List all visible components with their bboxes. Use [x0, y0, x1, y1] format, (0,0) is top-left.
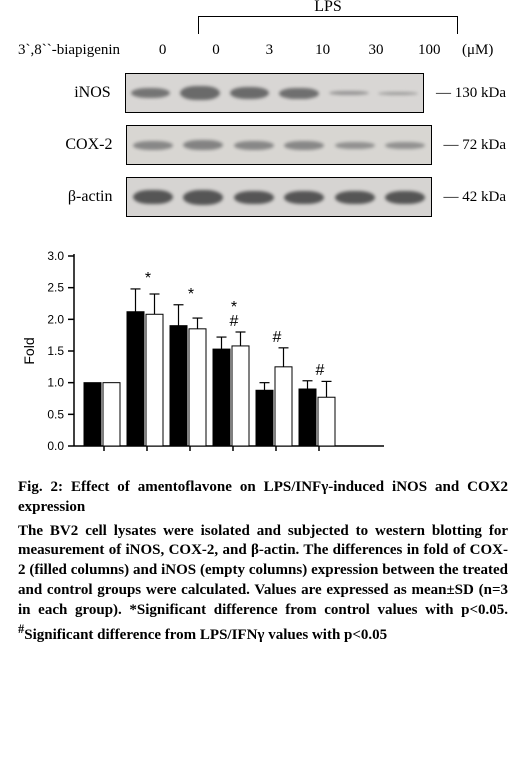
- svg-text:0.0: 0.0: [47, 439, 64, 453]
- blot-lane: [127, 126, 178, 164]
- svg-text:Fold: Fold: [21, 337, 37, 364]
- concentration-value: 3: [244, 42, 294, 59]
- blot-band: [335, 142, 375, 149]
- blot-label: iNOS: [18, 84, 125, 102]
- blot-band: [335, 191, 375, 204]
- blot-label: β-actin: [18, 188, 126, 206]
- blot-label: COX-2: [18, 136, 126, 154]
- blot-image: [126, 125, 431, 165]
- lps-label: LPS: [198, 0, 458, 16]
- concentration-value: 0: [191, 42, 241, 59]
- blot-lane: [330, 178, 381, 216]
- caption-title-prefix: Fig. 2:: [18, 479, 71, 495]
- svg-text:2.5: 2.5: [47, 281, 64, 295]
- blot-lane: [178, 178, 229, 216]
- concentration-value: 0: [138, 42, 188, 59]
- lps-bracket: [198, 16, 458, 34]
- blot-row: COX-2 — 72 kDa: [18, 124, 506, 166]
- blot-lane: [279, 126, 330, 164]
- blot-band: [279, 88, 319, 99]
- caption-body-text: The BV2 cell lysates were isolated and s…: [18, 523, 508, 618]
- blot-lane: [373, 74, 423, 112]
- blot-band: [385, 142, 425, 149]
- blot-lane: [380, 178, 431, 216]
- blot-band: [385, 191, 425, 204]
- blot-image: [125, 73, 424, 113]
- svg-text:1.0: 1.0: [47, 376, 64, 390]
- blot-row: iNOS — 130 kDa: [18, 72, 506, 114]
- blot-band: [284, 191, 324, 204]
- blot-lane: [228, 126, 279, 164]
- blot-band: [183, 140, 223, 150]
- blot-band: [180, 86, 220, 100]
- kda-label: — 42 kDa: [444, 189, 507, 206]
- blot-band: [133, 141, 173, 150]
- blot-band: [234, 191, 274, 204]
- blot-row: β-actin — 42 kDa: [18, 176, 506, 218]
- concentration-value: 10: [298, 42, 348, 59]
- blot-band: [329, 91, 369, 95]
- caption-body: The BV2 cell lysates were isolated and s…: [18, 522, 508, 646]
- blot-band: [234, 141, 274, 150]
- compound-name: 3`,8``-biapigenin: [18, 42, 136, 59]
- concentration-row: 3`,8``-biapigenin 0031030100 (μM): [18, 42, 506, 59]
- svg-text:3.0: 3.0: [47, 249, 64, 263]
- chart-svg: 0.00.51.01.52.02.53.0Fold**#*##: [18, 248, 394, 464]
- concentration-cells: 0031030100: [136, 42, 456, 59]
- bar-chart: 0.00.51.01.52.02.53.0Fold**#*##: [18, 248, 506, 464]
- blot-lane: [126, 74, 176, 112]
- blot-lane: [274, 74, 324, 112]
- blot-lane: [228, 178, 279, 216]
- kda-label: — 72 kDa: [444, 137, 507, 154]
- blot-band: [284, 141, 324, 150]
- svg-text:#: #: [316, 362, 325, 379]
- blot-lane: [380, 126, 431, 164]
- caption-hash-note: Significant difference from LPS/IFNγ val…: [24, 627, 387, 643]
- kda-label: — 130 kDa: [436, 85, 506, 102]
- svg-text:*: *: [188, 286, 194, 303]
- svg-text:2.0: 2.0: [47, 312, 64, 326]
- caption-title: Fig. 2: Effect of amentoflavone on LPS/I…: [18, 478, 508, 518]
- blot-lane: [324, 74, 374, 112]
- blot-lane: [178, 126, 229, 164]
- blot-lane: [225, 74, 275, 112]
- blot-lane: [127, 178, 178, 216]
- blot-band: [183, 190, 223, 205]
- svg-text:1.5: 1.5: [47, 344, 64, 358]
- blot-band: [131, 88, 171, 98]
- blot-band: [378, 92, 418, 95]
- blot-lane: [330, 126, 381, 164]
- blot-band: [133, 190, 173, 204]
- svg-text:#: #: [273, 329, 282, 346]
- concentration-value: 100: [404, 42, 454, 59]
- svg-text:*: *: [145, 270, 151, 287]
- blot-lane: [279, 178, 330, 216]
- concentration-unit: (μM): [462, 42, 493, 59]
- figure-caption: Fig. 2: Effect of amentoflavone on LPS/I…: [18, 478, 508, 645]
- blot-band: [230, 87, 270, 99]
- concentration-value: 30: [351, 42, 401, 59]
- blot-lane: [175, 74, 225, 112]
- caption-title-text: Effect of amentoflavone on LPS/INFγ-indu…: [18, 479, 508, 515]
- svg-text:0.5: 0.5: [47, 407, 64, 421]
- blot-image: [126, 177, 431, 217]
- svg-text:*: *: [231, 299, 237, 316]
- blot-area: iNOS — 130 kDa COX-2 — 72 kDa β-actin — 42 kD…: [18, 72, 506, 228]
